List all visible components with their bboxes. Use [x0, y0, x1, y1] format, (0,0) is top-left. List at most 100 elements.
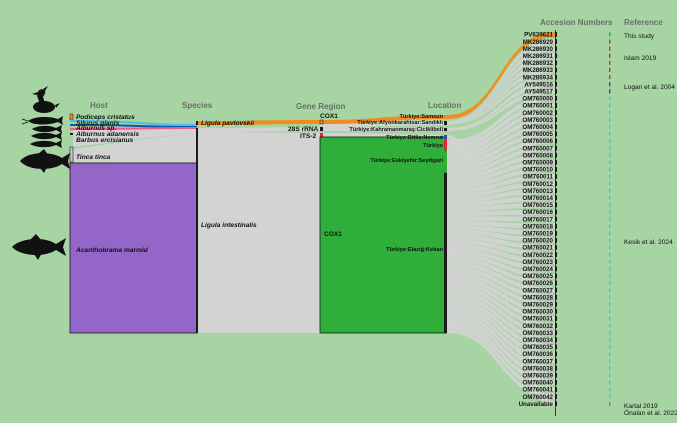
node-ligula-pavlovskii	[196, 121, 198, 125]
flow-to-accession	[447, 138, 555, 172]
accession-flows	[447, 32, 555, 407]
accession-node	[555, 152, 557, 158]
label-silurus: Silurus glanis	[76, 120, 120, 127]
accession-label: OM760019	[522, 231, 553, 238]
reference-tick	[609, 32, 611, 37]
accession-node	[555, 287, 557, 293]
flow-to-accession	[447, 225, 555, 236]
header-species: Species	[182, 101, 213, 110]
accession-node	[555, 159, 557, 165]
reference-tick	[609, 337, 611, 342]
flow-to-accession	[447, 310, 555, 371]
flow-to-accession	[447, 238, 555, 257]
reference-tick	[609, 89, 611, 94]
accession-node	[555, 301, 557, 307]
accession-label: OM760026	[522, 280, 553, 287]
reference-tick	[609, 330, 611, 335]
flow-to-accession	[447, 234, 555, 250]
flow-to-accession	[447, 324, 555, 392]
grebe-bird-icon	[32, 86, 60, 113]
accession-label: OM760027	[522, 287, 553, 294]
flow-to-accession	[447, 117, 555, 158]
accession-label: OM760025	[522, 273, 553, 280]
reference-tick	[609, 238, 611, 243]
reference-tick	[609, 68, 611, 72]
node-ciciklibeli	[444, 128, 447, 131]
flow-to-accession	[447, 167, 555, 190]
reference-tick	[609, 139, 611, 143]
node-acanthobrama	[69, 162, 198, 334]
accession-label: OM760020	[522, 238, 553, 245]
reference-tick	[609, 394, 611, 399]
species-nodes	[196, 121, 198, 333]
accession-node	[555, 81, 557, 87]
accession-node	[555, 266, 557, 272]
flow-to-accession	[447, 110, 555, 154]
reference-tick	[609, 266, 611, 271]
accession-node	[555, 387, 557, 392]
accession-node	[555, 74, 557, 80]
header-gene-region: Gene Region	[296, 102, 345, 111]
accession-node	[555, 117, 557, 123]
accession-node	[555, 365, 557, 371]
accession-node	[555, 273, 557, 279]
node-sandikli	[444, 121, 447, 125]
accession-node	[555, 230, 557, 236]
label-28s-rrna: 28S rRNA	[288, 126, 319, 133]
accession-node	[555, 46, 557, 52]
flow-alburnus-adanensis	[73, 127, 197, 130]
accession-node	[555, 174, 557, 179]
accession-node	[555, 124, 557, 130]
accession-node	[555, 67, 557, 73]
accession-node	[555, 372, 557, 378]
accession-node	[555, 309, 557, 314]
flow-to-accession	[447, 319, 555, 385]
accession-label: OM760023	[522, 259, 553, 266]
flow-to-accession	[447, 145, 555, 176]
ref-kartal: Kartal 2019	[624, 403, 658, 410]
node-seyitgazi	[444, 152, 447, 172]
accession-node	[555, 131, 557, 137]
accession-node	[555, 280, 557, 286]
flow-to-accession	[447, 270, 555, 307]
flow-to-accession	[447, 53, 555, 123]
flow-to-accession	[447, 174, 555, 194]
node-turkiye	[444, 140, 447, 150]
label-its2: ITS-2	[300, 133, 316, 140]
flow-barbus	[73, 130, 197, 135]
flow-to-accession	[447, 88, 555, 131]
accession-label: OM760018	[522, 223, 553, 230]
label-cox1-main: COX1	[324, 231, 342, 238]
accession-label: MK286932	[523, 60, 554, 67]
label-alburnus-adanensis: Alburnus adanensis	[75, 131, 139, 138]
flow-to-accession	[447, 103, 555, 149]
label-ciciklibeli: Türkiye:Kahramanmaraş:Ciciklibeli	[349, 127, 443, 133]
flow-to-accession	[447, 209, 555, 217]
header-host: Host	[90, 101, 108, 110]
accession-label: AY549517	[524, 89, 553, 96]
accession-node	[555, 209, 557, 215]
accession-label: OM760003	[522, 117, 553, 124]
node-ligula-intestinalis	[196, 128, 198, 333]
label-tinca: Tinca tinca	[76, 154, 111, 161]
reference-tick	[609, 131, 611, 136]
reference-tick	[609, 75, 611, 80]
flow-to-accession	[447, 74, 555, 125]
accession-node	[555, 60, 557, 66]
reference-tick	[609, 323, 611, 328]
accession-label: OM760005	[522, 131, 553, 138]
flow-to-accession	[447, 243, 555, 265]
accession-node	[555, 88, 557, 94]
accession-label: OM760017	[522, 216, 553, 223]
reference-tick	[609, 217, 611, 222]
accession-node	[555, 96, 557, 101]
flow-to-accession	[447, 181, 555, 199]
reference-tick	[609, 373, 611, 378]
label-ligula-intestinalis: Ligula intestinalis	[201, 222, 257, 229]
flow-to-accession	[447, 188, 555, 203]
accession-label: OM760042	[522, 394, 553, 401]
reference-tick	[609, 380, 611, 385]
node-silurus	[70, 120, 73, 122]
accession-label: OM760000	[522, 96, 553, 103]
reference-ticks	[609, 32, 611, 406]
